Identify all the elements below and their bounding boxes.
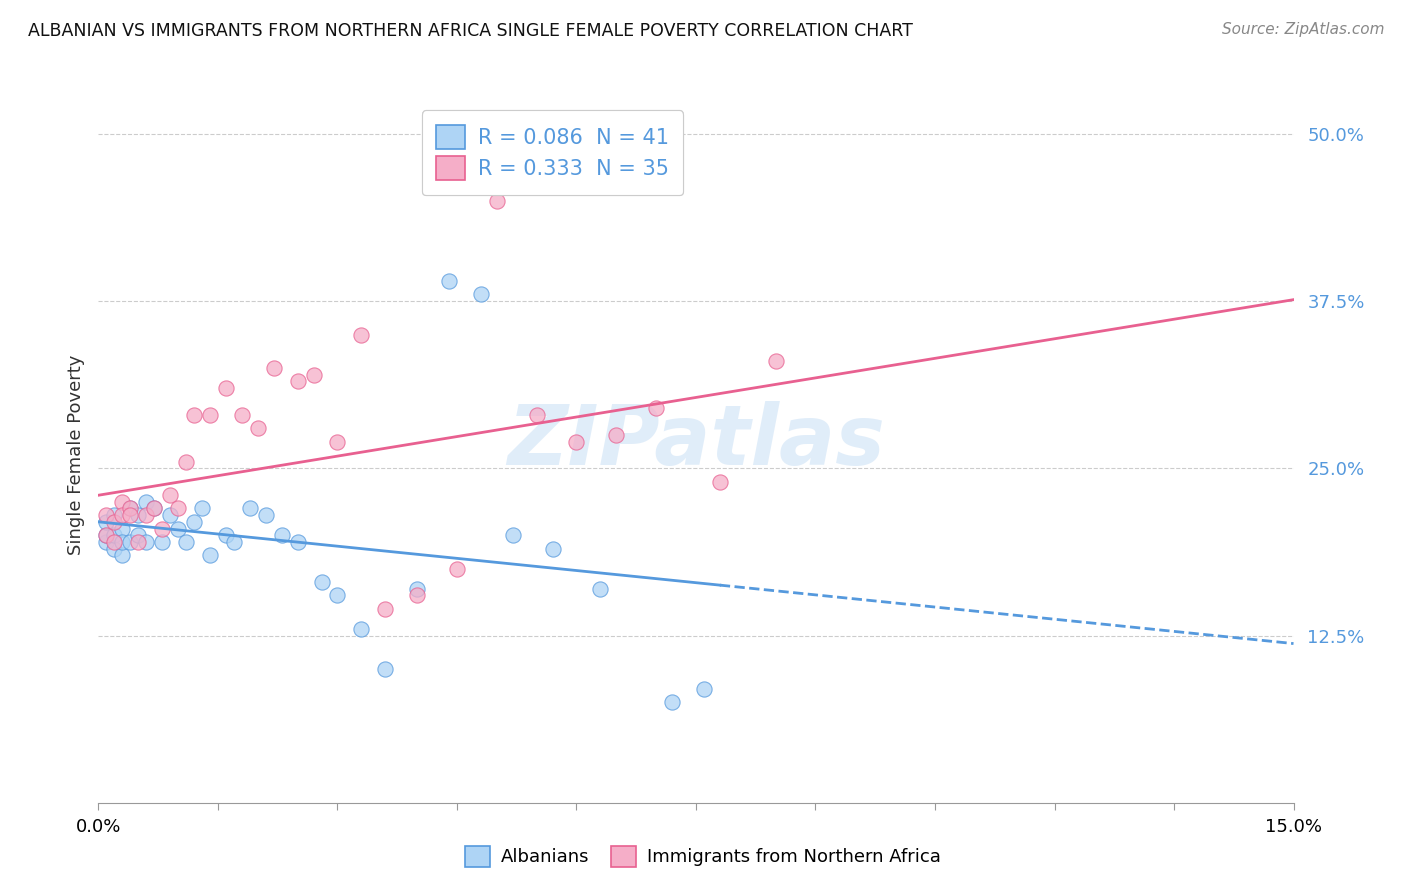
- Point: [437, 274, 460, 288]
- Point: [589, 582, 612, 596]
- Point: [103, 515, 125, 529]
- Point: [111, 508, 134, 523]
- Point: [96, 515, 118, 529]
- Point: [565, 434, 588, 449]
- Point: [374, 662, 396, 676]
- Point: [96, 528, 118, 542]
- Point: [127, 528, 149, 542]
- Point: [287, 375, 309, 389]
- Point: [239, 501, 262, 516]
- Point: [263, 361, 285, 376]
- Point: [143, 501, 166, 516]
- Point: [103, 535, 125, 549]
- Point: [661, 696, 683, 710]
- Point: [150, 521, 173, 535]
- Point: [111, 548, 134, 563]
- Point: [485, 194, 508, 208]
- Point: [287, 535, 309, 549]
- Point: [311, 575, 333, 590]
- Point: [326, 589, 349, 603]
- Point: [374, 602, 396, 616]
- Point: [645, 401, 668, 416]
- Point: [127, 535, 149, 549]
- Point: [103, 508, 125, 523]
- Point: [120, 535, 142, 549]
- Point: [96, 508, 118, 523]
- Point: [174, 535, 197, 549]
- Point: [222, 535, 245, 549]
- Point: [470, 287, 492, 301]
- Point: [254, 508, 277, 523]
- Point: [127, 508, 149, 523]
- Point: [159, 508, 181, 523]
- Point: [246, 421, 269, 435]
- Text: ZIPatlas: ZIPatlas: [508, 401, 884, 482]
- Point: [111, 521, 134, 535]
- Point: [350, 327, 373, 342]
- Point: [215, 528, 238, 542]
- Point: [167, 501, 190, 516]
- Point: [302, 368, 325, 382]
- Point: [96, 528, 118, 542]
- Point: [159, 488, 181, 502]
- Point: [120, 508, 142, 523]
- Point: [135, 508, 157, 523]
- Point: [167, 521, 190, 535]
- Point: [143, 501, 166, 516]
- Legend: R = 0.086  N = 41, R = 0.333  N = 35: R = 0.086 N = 41, R = 0.333 N = 35: [422, 111, 683, 195]
- Point: [693, 681, 716, 696]
- Point: [526, 408, 548, 422]
- Point: [198, 408, 221, 422]
- Point: [406, 589, 429, 603]
- Point: [183, 515, 205, 529]
- Text: Source: ZipAtlas.com: Source: ZipAtlas.com: [1222, 22, 1385, 37]
- Point: [765, 354, 787, 368]
- Text: ALBANIAN VS IMMIGRANTS FROM NORTHERN AFRICA SINGLE FEMALE POVERTY CORRELATION CH: ALBANIAN VS IMMIGRANTS FROM NORTHERN AFR…: [28, 22, 912, 40]
- Point: [174, 455, 197, 469]
- Point: [350, 622, 373, 636]
- Point: [270, 528, 292, 542]
- Point: [709, 475, 731, 489]
- Point: [326, 434, 349, 449]
- Legend: Albanians, Immigrants from Northern Africa: Albanians, Immigrants from Northern Afri…: [457, 838, 949, 874]
- Point: [446, 562, 468, 576]
- Point: [191, 501, 214, 516]
- Point: [135, 494, 157, 508]
- Point: [103, 528, 125, 542]
- Point: [96, 535, 118, 549]
- Point: [120, 501, 142, 516]
- Point: [406, 582, 429, 596]
- Point: [231, 408, 253, 422]
- Point: [541, 541, 564, 556]
- Point: [103, 541, 125, 556]
- Point: [135, 535, 157, 549]
- Point: [120, 501, 142, 516]
- Point: [502, 528, 524, 542]
- Y-axis label: Single Female Poverty: Single Female Poverty: [66, 355, 84, 555]
- Point: [111, 494, 134, 508]
- Point: [605, 428, 627, 442]
- Point: [150, 535, 173, 549]
- Point: [183, 408, 205, 422]
- Point: [215, 381, 238, 395]
- Point: [198, 548, 221, 563]
- Point: [111, 535, 134, 549]
